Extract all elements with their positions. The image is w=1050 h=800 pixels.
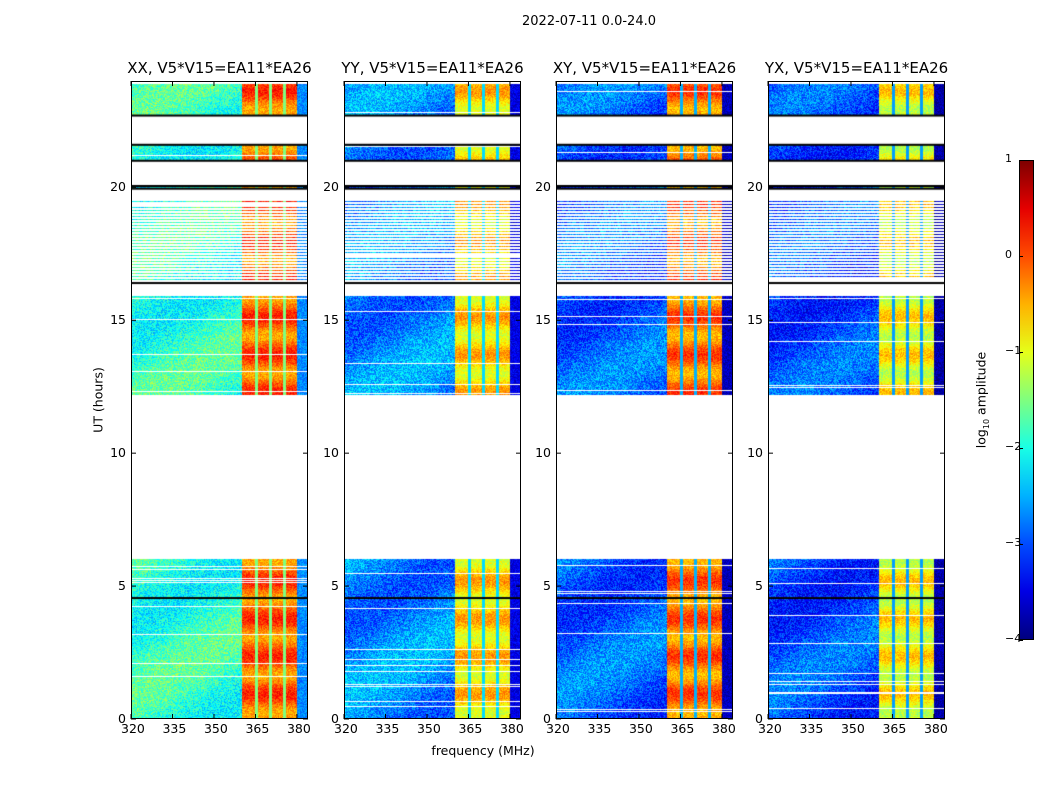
x-tick-label: 380 [711,721,736,736]
y-tick-label: 0 [331,711,339,726]
colorbar-tick-label: −3 [1005,536,1022,549]
x-tick-label: 365 [458,721,483,736]
y-tick-label: 0 [543,711,551,726]
colorbar-tick-mark [1019,640,1023,641]
y-tick-label: 0 [118,711,126,726]
panel-title: XY, V5*V15=EA11*EA26 [552,59,737,77]
heatmap-image [556,81,733,719]
y-tick-label: 15 [323,312,339,328]
colorbar-tick-mark [1019,352,1023,353]
x-tick-label: 335 [587,721,612,736]
panel-title: XX, V5*V15=EA11*EA26 [127,59,312,77]
x-tick-label: 320 [546,721,570,736]
y-tick-label: 5 [118,578,126,594]
x-tick-label: 350 [416,721,441,736]
x-tick-label: 320 [334,721,358,736]
colorbar-tick-mark [1019,544,1023,545]
x-tick-label: 350 [203,721,228,736]
axes-border [131,81,308,719]
y-tick-label: 15 [747,312,763,328]
x-tick-label: 380 [286,721,311,736]
y-tick-label: 0 [755,711,763,726]
colorbar-tick-label: −4 [1005,632,1022,645]
colorbar-tick-label: −2 [1005,440,1022,453]
x-tick-label: 365 [670,721,695,736]
heatmap-image [131,81,308,719]
y-tick-label: 5 [755,578,763,594]
heatmap-image [768,81,945,719]
y-tick-label: 10 [323,445,339,461]
x-tick-label: 320 [121,721,145,736]
colorbar-tick-mark [1019,448,1023,449]
colorbar-tick-label: −1 [1005,344,1022,357]
colorbar-tick-mark [1019,256,1023,257]
heatmap-panel: 320 335 350 365 380 0 5 10 15 20 [110,81,311,736]
axes-border [344,81,521,719]
x-tick-label: 320 [758,721,782,736]
y-tick-label: 20 [110,179,126,195]
x-tick-label: 365 [882,721,907,736]
colorbar-tick-mark [1019,160,1023,161]
axes-border [768,81,945,719]
axes-frame [130,81,308,720]
x-tick-label: 335 [162,721,187,736]
heatmap-panel: 320 335 350 365 380 0 5 10 15 20 [747,81,948,736]
x-tick-label: 380 [923,721,948,736]
y-tick-label: 10 [110,445,126,461]
heatmap-panel: 320 335 350 365 380 0 5 10 15 20 [535,81,736,736]
x-tick-label: 335 [375,721,400,736]
figure-title: 2022-07-11 0.0-24.0 [522,14,656,29]
y-tick-label: 15 [110,312,126,328]
y-tick-label: 10 [747,445,763,461]
colorbar [1019,160,1034,640]
y-axis-label: UT (hours) [90,367,106,433]
x-tick-label: 350 [628,721,653,736]
x-tick-label: 350 [840,721,865,736]
y-tick-label: 10 [535,445,551,461]
x-tick-label: 380 [499,721,524,736]
colorbar-label: log10 amplitude [973,351,991,449]
panel-title: YY, V5*V15=EA11*EA26 [341,59,524,77]
x-tick-label: 335 [799,721,824,736]
x-tick-label: 365 [245,721,270,736]
y-tick-label: 20 [747,179,763,195]
axes-border [556,81,733,719]
y-tick-label: 20 [535,179,551,195]
y-tick-label: 5 [331,578,339,594]
y-tick-label: 20 [323,179,339,195]
panel-title: YX, V5*V15=EA11*EA26 [764,59,949,77]
axes-frame [767,81,945,720]
y-tick-label: 15 [535,312,551,328]
colorbar-tick-label: 0 [1005,248,1012,261]
axes-frame [555,81,733,720]
y-tick-label: 5 [543,578,551,594]
heatmap-image [344,81,521,719]
x-axis-label: frequency (MHz) [431,743,535,758]
axes-frame [343,81,521,720]
heatmap-panel: 320 335 350 365 380 0 5 10 15 20 [323,81,524,736]
colorbar-tick-label: 1 [1005,152,1012,165]
